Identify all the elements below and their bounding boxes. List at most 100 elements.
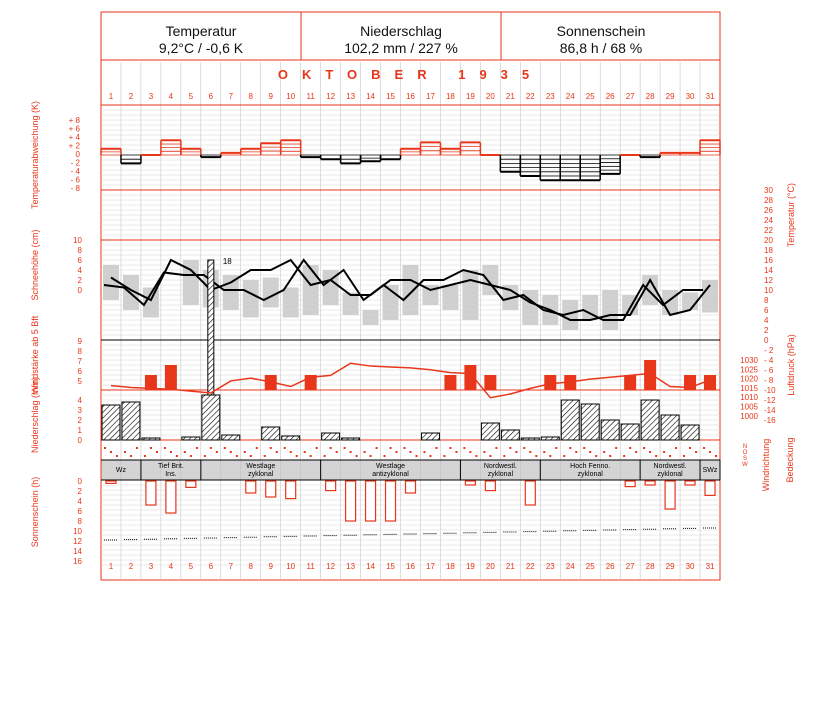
day-label: 20 <box>486 562 495 571</box>
wind-dir-dot <box>583 447 586 449</box>
header-temperature: Temperatur 9,2°C / -0,6 K <box>101 14 301 60</box>
sun-tick: 16 <box>73 557 82 566</box>
day-label: 8 <box>249 92 254 101</box>
temp-daily-line <box>103 258 704 321</box>
wind-dir-dot <box>263 455 266 457</box>
weather-type-label: Nordwestl. zyklonal <box>654 463 687 478</box>
sun-tick: 10 <box>73 527 82 536</box>
day-label: 14 <box>366 92 375 101</box>
wind-dir-dot <box>303 451 306 453</box>
wind-dir-dot <box>603 451 606 453</box>
wind-dir-dot <box>235 455 238 457</box>
sun-tick: 2 <box>78 487 83 496</box>
temp-range-bar <box>242 280 259 318</box>
day-label: 19 <box>466 562 475 571</box>
temp-tick: 14 <box>764 266 773 275</box>
day-label: 26 <box>606 92 615 101</box>
wind-bar <box>144 375 157 390</box>
day-label: 6 <box>209 562 214 571</box>
wind-dir-dot <box>295 455 298 457</box>
temp-tick: 30 <box>764 186 773 195</box>
precip-tick: 1 <box>78 426 83 435</box>
wind-dir-dot <box>363 451 366 453</box>
day-label: 21 <box>506 562 515 571</box>
wind-dir-dot <box>123 451 126 453</box>
sunshine-bar <box>285 480 297 500</box>
precipitation-bar <box>660 414 680 441</box>
temp-tick: 26 <box>764 206 773 215</box>
day-label: 7 <box>229 92 234 101</box>
wind-dir-dot <box>703 447 706 449</box>
wind-dir-dot <box>549 455 552 457</box>
precipitation-bar <box>141 437 161 441</box>
day-label: 1 <box>109 562 114 571</box>
temp-tick: - 8 <box>764 376 774 385</box>
precipitation-bar <box>680 424 700 441</box>
wind-dir-dot <box>563 455 566 457</box>
precipitation-bar <box>500 429 520 441</box>
day-label: 18 <box>446 92 455 101</box>
wind-dir-dot <box>283 447 286 449</box>
day-label: 12 <box>326 562 335 571</box>
snow-tick: 6 <box>78 256 83 265</box>
wind-dir-dot <box>423 451 426 453</box>
sunshine-bar <box>644 480 656 486</box>
sunshine-bar <box>105 480 117 485</box>
sunshine-bar <box>364 480 377 522</box>
sunshine-bar <box>344 480 357 522</box>
sunshine-bar <box>265 480 277 498</box>
temp-tick: 16 <box>764 256 773 265</box>
wind-dir-dot <box>395 451 398 453</box>
day-label: 15 <box>386 562 395 571</box>
wind-dir-dot <box>155 451 158 453</box>
sunshine-bar <box>684 480 696 486</box>
day-label: 31 <box>706 92 715 101</box>
day-label: 19 <box>466 92 475 101</box>
day-label: 3 <box>149 92 154 101</box>
temp-tick: -10 <box>764 386 776 395</box>
wind-dir-dot <box>669 455 672 457</box>
wind-dir-dot <box>649 451 652 453</box>
precipitation-bar <box>281 435 301 441</box>
wind-dir-dot <box>309 455 312 457</box>
wind-dir-dot <box>275 451 278 453</box>
wind-dir-tick: S <box>743 456 747 462</box>
temp-range-bar <box>702 280 718 313</box>
snow-tick: 10 <box>73 236 82 245</box>
wind-dir-dot <box>389 447 392 449</box>
precipitation-bar <box>520 437 540 441</box>
wind-dir-dot <box>169 451 172 453</box>
wind-dir-dot <box>515 451 518 453</box>
wind-dir-dot <box>683 455 686 457</box>
snow-peak-label: 18 <box>223 257 232 266</box>
sunshine-bar <box>464 480 477 486</box>
wind-dir-dot <box>223 447 226 449</box>
temp-tick: 18 <box>764 246 773 255</box>
precipitation-bar <box>620 423 640 441</box>
precipitation-bar <box>480 422 500 441</box>
wind-dir-dot <box>529 451 532 453</box>
sunshine-bar <box>185 480 197 489</box>
temp-tick: 22 <box>764 226 773 235</box>
day-label: 23 <box>546 92 555 101</box>
precipitation-bar <box>181 436 201 441</box>
sun-tick: 4 <box>78 497 83 506</box>
wind-dir-dot <box>595 455 598 457</box>
day-label: 29 <box>666 92 675 101</box>
temp-range-bar <box>182 260 199 305</box>
day-label: 10 <box>286 92 295 101</box>
wind-dir-dot <box>403 447 406 449</box>
temp-range-bar <box>342 292 359 315</box>
wind-dir-dot <box>203 455 206 457</box>
day-label: 30 <box>686 562 695 571</box>
wind-dir-dot <box>415 455 418 457</box>
wind-dir-tick: O <box>743 450 748 456</box>
wind-bar <box>464 365 477 390</box>
wind-dir-dot <box>175 455 178 457</box>
sunshine-bar <box>404 480 417 494</box>
wind-dir-dot <box>555 447 558 449</box>
wind-dir-dot <box>589 451 592 453</box>
temp-tick: -12 <box>764 396 776 405</box>
wind-bar <box>544 375 557 390</box>
